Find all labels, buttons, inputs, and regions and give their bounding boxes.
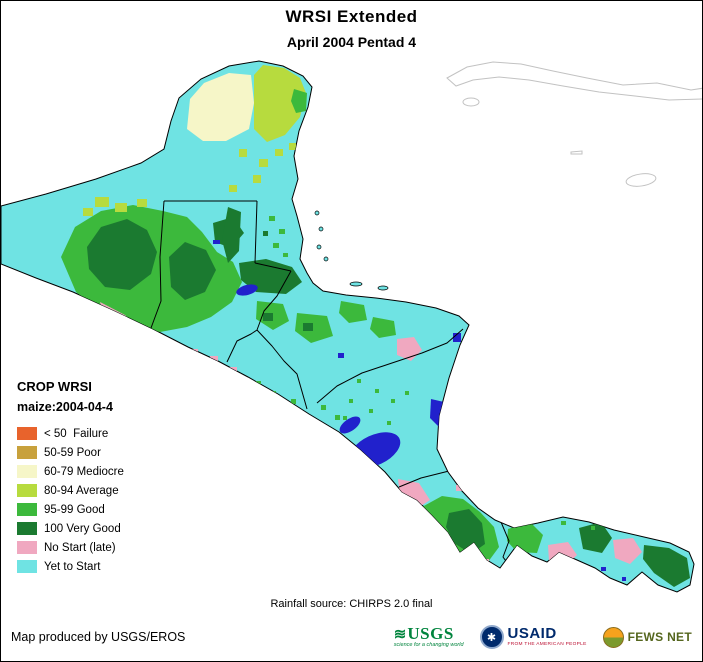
nicaragua-good-specks [343, 379, 409, 425]
lake-peten-itza [213, 240, 220, 244]
honduras-good-patch-2 [295, 313, 333, 343]
legend-item: 60-79 Mediocre [17, 462, 124, 481]
honduras-nicaragua-border [316, 328, 464, 404]
legend-items: < 50 Failure 50-59 Poor 60-79 Mediocre 80-9… [17, 424, 124, 576]
honduras-good-patch-4 [370, 317, 396, 338]
yucatan-average-specks [229, 143, 296, 192]
legend-item: 80-94 Average [17, 481, 124, 500]
usgs-logo-name: USGS [407, 624, 454, 644]
footer: Map produced by USGS/EROS ≋ USGS science… [1, 613, 702, 661]
panama-verygood-tail-patch [643, 545, 690, 587]
cuba-coastline [446, 61, 702, 101]
fewsnet-globe-icon [602, 626, 624, 648]
legend-swatch [17, 560, 37, 573]
belize-west-border [254, 200, 258, 264]
legend-swatch [17, 503, 37, 516]
legend-item: Yet to Start [17, 557, 124, 576]
panama-verygood-patch-1 [579, 522, 612, 553]
lake-yojoa [338, 353, 344, 358]
nicaragua-costarica-border [398, 470, 450, 488]
legend-item: 95-99 Good [17, 500, 124, 519]
legend-swatch [17, 465, 37, 478]
legend-swatch [17, 427, 37, 440]
usaid-logo: ✱ USAID FROM THE AMERICAN PEOPLE [479, 625, 587, 649]
belize-good-specks [269, 216, 288, 257]
legend-heading: CROP WRSI [17, 379, 92, 394]
legend-label: 50-59 Poor [44, 446, 101, 459]
honduras-good-patch-3 [339, 301, 367, 323]
legend-subheading: maize:2004-04-4 [17, 400, 113, 414]
legend-swatch [17, 484, 37, 497]
usgs-wave-icon: ≋ [393, 626, 407, 644]
usaid-tagline: FROM THE AMERICAN PEOPLE [507, 642, 587, 648]
guatemala-verygood-patch-west [87, 219, 157, 290]
bay-islands [349, 281, 363, 287]
honduras-verygood-specks [263, 313, 313, 331]
legend-item: 100 Very Good [17, 519, 124, 538]
guatemala-average-specks [83, 197, 147, 216]
fewsnet-logo-name: FEWS NET [627, 630, 692, 644]
panama-water-speck-1 [601, 567, 606, 571]
guatemala-elsalvador-border [226, 329, 258, 363]
agency-logos: ≋ USGS science for a changing world ✱ US… [394, 625, 692, 649]
offshore-islets [314, 210, 389, 291]
usgs-tagline: science for a changing world [393, 642, 464, 649]
guatemala-verygood-patch-east [169, 242, 216, 300]
neighbor-coastlines [446, 61, 702, 187]
mexico-guatemala-border [150, 200, 165, 329]
peten-verygood-streak [222, 207, 241, 263]
legend-label: No Start (late) [44, 541, 116, 554]
lake-izabal [236, 284, 258, 296]
cayman-coastline [570, 150, 583, 155]
yucatan-average-patch [254, 65, 306, 142]
country-borders [150, 200, 512, 569]
guatemala-honduras-border [256, 270, 292, 331]
belize-verygood-speck [263, 231, 268, 236]
costarica-verygood-patch [446, 509, 485, 554]
legend-swatch [17, 522, 37, 535]
legend-item: < 50 Failure [17, 424, 124, 443]
usaid-logo-name: USAID [507, 625, 557, 643]
legend-label: 100 Very Good [44, 522, 121, 535]
panama-nostart-patch-2 [613, 538, 642, 564]
legend-item: No Start (late) [17, 538, 124, 557]
wrsi-patches [61, 65, 690, 587]
honduras-elsalvador-border [256, 329, 308, 410]
legend-label: < 50 Failure [44, 427, 109, 440]
isla-juventud-coastline [462, 97, 480, 107]
costarica-nw-nostart-patch [398, 479, 430, 510]
legend-label: 80-94 Average [44, 484, 119, 497]
central-america-landmass [1, 60, 695, 593]
cape-lagoon [453, 333, 461, 342]
usgs-logo: ≋ USGS science for a changing world [394, 625, 464, 649]
legend: CROP WRSI maize:2004-04-4 < 50 Failure 50… [17, 379, 124, 576]
legend-item: 50-59 Poor [17, 443, 124, 462]
legend-swatch [17, 446, 37, 459]
fewsnet-logo: FEWS NET [602, 626, 692, 648]
yucatan-mediocre-patch [187, 73, 254, 141]
yucatan-coast-good-patch [291, 89, 307, 113]
page-title: WRSI Extended [285, 7, 418, 26]
usaid-seal-icon: ✱ [479, 625, 504, 649]
legend-label: 95-99 Good [44, 503, 105, 516]
legend-label: Yet to Start [44, 560, 101, 573]
lake-managua [339, 416, 361, 434]
jamaica-coastline [625, 173, 657, 187]
page-subtitle: April 2004 Pentad 4 [286, 34, 417, 50]
legend-label: 60-79 Mediocre [44, 465, 124, 478]
panama-good-patch [507, 522, 543, 553]
legend-swatch [17, 541, 37, 554]
belize-south-border [254, 262, 292, 272]
map-credit: Map produced by USGS/EROS [11, 630, 186, 644]
panama-water-speck-2 [622, 577, 626, 581]
panama-good-specks [561, 521, 595, 530]
rainfall-source-note: Rainfall source: CHIRPS 2.0 final [270, 598, 433, 610]
